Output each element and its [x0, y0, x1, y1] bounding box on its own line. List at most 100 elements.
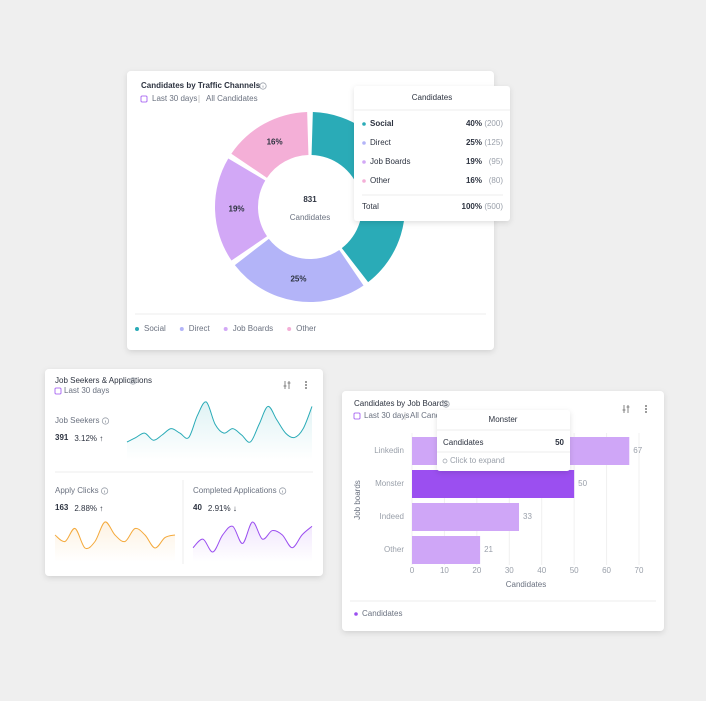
info-icon[interactable]	[100, 487, 109, 495]
filter-icon[interactable]	[622, 405, 630, 413]
card-title: Candidates by Job Boards	[354, 399, 448, 408]
tooltip-title: Monster	[489, 415, 518, 424]
data-label: 33	[523, 512, 532, 521]
tooltip-count: (80)	[489, 176, 504, 185]
info-icon[interactable]	[259, 82, 267, 90]
legend-label: Job Boards	[233, 324, 273, 333]
menu-icon[interactable]	[645, 411, 647, 413]
x-tick-label: 30	[505, 566, 514, 575]
tooltip-action: Click to expand	[450, 456, 505, 465]
tooltip-label: Other	[370, 176, 390, 185]
tooltip-total-percent: 100%	[462, 202, 482, 211]
tooltip-count: (95)	[489, 157, 504, 166]
x-tick-label: 10	[440, 566, 449, 575]
tooltip-swatch	[362, 160, 366, 164]
sparkline	[192, 521, 313, 553]
menu-icon[interactable]	[645, 405, 647, 407]
x-tick-label: 40	[537, 566, 546, 575]
legend-label: Direct	[189, 324, 211, 333]
metric-title: Job Seekers	[55, 416, 99, 425]
tooltip-swatch	[362, 179, 366, 183]
tooltip-label: Job Boards	[370, 157, 410, 166]
tooltip-title: Candidates	[412, 93, 452, 102]
tooltip-count: (125)	[484, 138, 503, 147]
sparkline	[54, 521, 176, 550]
sparkline-area	[193, 521, 312, 562]
info-icon[interactable]	[101, 417, 110, 425]
tooltip-label: Direct	[370, 138, 392, 147]
donut-segment	[231, 112, 309, 178]
x-tick-label: 20	[472, 566, 481, 575]
metric-change: 3.12% ↑	[74, 434, 103, 443]
data-label: 16%	[267, 138, 283, 147]
data-label: 21	[484, 545, 493, 554]
menu-icon[interactable]	[305, 381, 307, 383]
legend-label: Other	[296, 324, 316, 333]
x-tick-label: 60	[602, 566, 611, 575]
tooltip-count: (200)	[484, 119, 503, 128]
menu-icon[interactable]	[645, 408, 647, 410]
calendar-icon	[54, 387, 62, 395]
tooltip-total-count: (500)	[484, 202, 503, 211]
filter-icon[interactable]	[283, 381, 291, 389]
period: Last 30 days	[64, 386, 109, 395]
data-label: 50	[578, 479, 587, 488]
content: Candidates by Traffic Channels Last 30 da…	[54, 81, 656, 618]
info-icon[interactable]	[279, 487, 287, 495]
y-tick-label: Indeed	[380, 512, 404, 521]
tooltip-percent: 40%	[466, 119, 482, 128]
metric-value: 391	[55, 433, 69, 442]
center-label: Candidates	[290, 213, 330, 222]
menu-icon[interactable]	[305, 384, 307, 386]
tooltip-total-label: Total	[362, 202, 379, 211]
legend-swatch[interactable]	[354, 612, 358, 616]
info-icon[interactable]	[129, 377, 137, 385]
sparkline-area	[55, 521, 175, 562]
period: Last 30 days	[152, 94, 197, 103]
card-title: Candidates by Traffic Channels	[141, 81, 261, 90]
tooltip-label: Social	[370, 119, 394, 128]
metric-change: 2.91% ↓	[208, 504, 237, 513]
donut-segment	[234, 238, 364, 302]
menu-icon[interactable]	[305, 387, 307, 389]
tooltip-label: Candidates	[443, 438, 483, 447]
metric-title: Completed Applications	[193, 486, 277, 495]
filter: All Candidates	[410, 411, 462, 420]
info-icon[interactable]	[442, 400, 450, 408]
x-axis-label: Candidates	[506, 580, 546, 589]
data-label: 25%	[290, 275, 306, 284]
legend-label: Social	[144, 324, 166, 333]
x-tick-label: 50	[570, 566, 579, 575]
tooltip-percent: 25%	[466, 138, 482, 147]
tooltip-percent: 19%	[466, 157, 482, 166]
card-title: Job Seekers & Applications	[55, 376, 152, 385]
data-label: 19%	[229, 204, 245, 213]
search-icon	[442, 458, 448, 464]
metric-change: 2.88% ↑	[74, 504, 103, 513]
tooltip	[437, 410, 570, 471]
x-tick-label: 70	[635, 566, 644, 575]
tooltip-percent: 16%	[466, 176, 482, 185]
tooltip-swatch	[362, 141, 366, 145]
filter: All Candidates	[206, 94, 258, 103]
metric-value: 40	[193, 503, 202, 512]
center-value: 831	[303, 195, 317, 204]
donut-segment	[215, 158, 268, 261]
y-tick-label: Other	[384, 545, 404, 554]
y-tick-label: Monster	[375, 479, 404, 488]
calendar-icon	[353, 412, 361, 420]
legend-swatch[interactable]	[223, 327, 228, 331]
tooltip-value: 50	[555, 438, 564, 447]
data-label: 67	[633, 446, 642, 455]
legend-swatch[interactable]	[287, 327, 292, 331]
x-tick-label: 0	[410, 566, 415, 575]
y-tick-label: Linkedin	[374, 446, 404, 455]
legend-swatch[interactable]	[179, 327, 184, 331]
legend-swatch[interactable]	[135, 327, 139, 331]
metric-value: 163	[55, 503, 69, 512]
bar[interactable]	[412, 536, 481, 564]
bar[interactable]	[412, 470, 575, 498]
y-axis-label: Job boards	[353, 480, 362, 520]
bar[interactable]	[412, 503, 520, 531]
